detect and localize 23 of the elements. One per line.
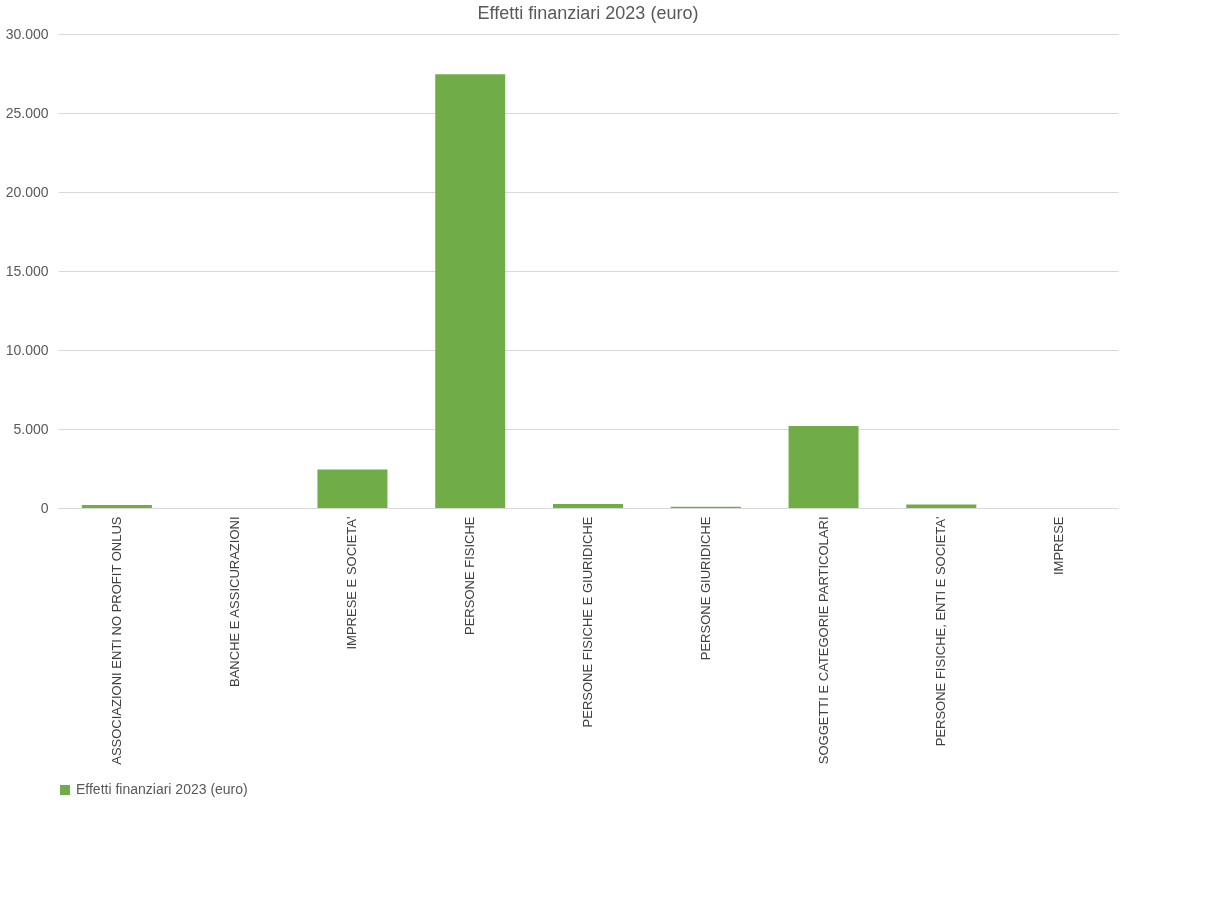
- x-tick-label: PERSONE GIURIDICHE: [697, 516, 713, 661]
- y-tick-label: 5.000: [13, 420, 49, 437]
- bar: [81, 505, 152, 508]
- x-tick-label: IMPRESE E SOCIETA': [344, 516, 360, 650]
- x-tick-label: BANCHE E ASSICURAZIONI: [226, 516, 242, 687]
- bar: [317, 469, 388, 508]
- x-tick-label: ASSOCIAZIONI ENTI NO PROFIT ONLUS: [108, 516, 124, 765]
- y-tick-label: 20.000: [5, 183, 49, 200]
- x-tick-label: SOGGETTI E CATEGORIE PARTICOLARI: [815, 516, 831, 765]
- legend-label: Effetti finanziari 2023 (euro): [76, 781, 248, 797]
- x-tick-label: PERSONE FISICHE, ENTI E SOCIETA': [933, 516, 949, 747]
- y-tick-label: 10.000: [5, 341, 49, 358]
- y-tick-label: 30.000: [5, 25, 49, 42]
- y-tick-label: 0: [40, 499, 49, 516]
- y-tick-label: 15.000: [5, 262, 49, 279]
- bar: [435, 74, 506, 508]
- x-tick-label: PERSONE FISICHE E GIURIDICHE: [580, 516, 595, 728]
- bar: [553, 504, 623, 508]
- chart-title: Effetti finanziari 2023 (euro): [477, 3, 699, 23]
- bar: [788, 426, 859, 508]
- x-tick-label: PERSONE FISICHE: [462, 516, 478, 635]
- y-tick-label: 25.000: [5, 104, 49, 121]
- x-tick-label: IMPRESE: [1051, 516, 1067, 576]
